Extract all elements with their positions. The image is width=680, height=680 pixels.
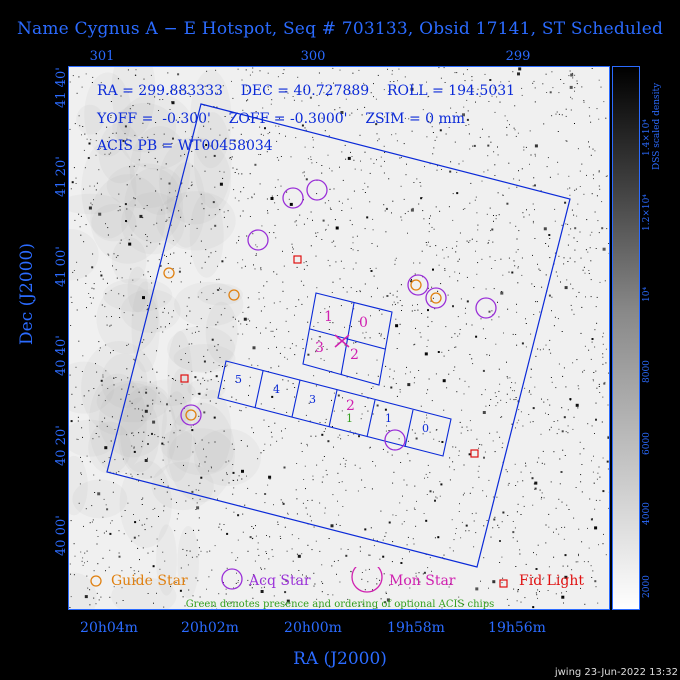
legend-fid-light: Fid Light — [519, 573, 584, 589]
top-axis-ticks: 301 300 299 — [0, 49, 680, 65]
colorbar-tick: 10⁴ — [642, 286, 652, 302]
chip-label-i1: 1 — [324, 309, 333, 325]
footer-credit: jwing 23-Jun-2022 13:32 — [554, 667, 678, 678]
fid-light-symbol — [499, 579, 508, 588]
colorbar-tick: 8000 — [642, 360, 652, 383]
colorbar-label: DSS scaled density — [652, 82, 662, 170]
chip-label-s3: 3 — [309, 393, 316, 406]
top-tick: 301 — [89, 49, 115, 64]
top-tick: 300 — [300, 49, 326, 64]
chip-label-s1: 1 — [385, 412, 392, 425]
chip-label-s2: 2 — [346, 398, 355, 414]
top-tick: 299 — [505, 49, 531, 64]
left-tick: 41 40' — [54, 67, 69, 108]
page-title: Name Cygnus A − E Hotspot, Seq # 703133,… — [16, 19, 664, 39]
legend: Guide Star Acq Star Mon Star Fid Light — [69, 567, 609, 597]
bottom-tick: 20h00m — [284, 620, 342, 636]
info-line-3: ACIS PB = WT00458034 — [97, 138, 273, 154]
left-tick: 41 20' — [54, 156, 69, 197]
x-axis-label: RA (J2000) — [293, 649, 387, 669]
legend-acq-star: Acq Star — [249, 573, 311, 589]
mon-star-symbol — [351, 567, 383, 593]
legend-guide-star: Guide Star — [111, 573, 188, 589]
optional-chips-note: Green denotes presence and ordering of o… — [185, 599, 495, 610]
chip-label-i0: 0 — [359, 315, 368, 331]
chip-label-i3: 3 — [315, 340, 324, 356]
chip-label-s5: 5 — [235, 373, 242, 386]
y-axis-label: Dec (J2000) — [17, 243, 37, 345]
left-tick: 40 00' — [54, 515, 69, 556]
guide-star-symbol — [90, 575, 102, 587]
chip-optional-mark: 1 — [346, 412, 353, 425]
colorbar-tick: 1.2×10⁴ — [642, 194, 652, 231]
chip-label-s4: 4 — [273, 383, 280, 396]
colorbar-tick: 1.4×10⁴ — [642, 119, 652, 156]
chip-label-s0: 0 — [422, 422, 429, 435]
sky-plot[interactable]: RA = 299.883333 DEC = 40.727889 ROLL = 1… — [68, 66, 610, 610]
info-line-2: YOFF = -0.300' ZOFF = -0.3000' ZSIM = 0 … — [97, 111, 466, 127]
acq-star-symbol — [221, 568, 243, 590]
bottom-axis-ticks: 20h04m 20h02m 20h00m 19h58m 19h56m — [0, 620, 680, 638]
left-tick: 41 00' — [54, 246, 69, 287]
chip-label-i2: 2 — [350, 347, 359, 363]
legend-symbols — [90, 567, 508, 593]
left-tick: 40 20' — [54, 425, 69, 466]
colorbar-tick: 2000 — [642, 575, 652, 598]
info-line-1: RA = 299.883333 DEC = 40.727889 ROLL = 1… — [97, 83, 516, 99]
left-tick: 40 40' — [54, 335, 69, 376]
bottom-tick: 20h04m — [80, 620, 138, 636]
colorbar-tick: 6000 — [642, 432, 652, 455]
colorbar — [612, 66, 640, 610]
colorbar-tick: 4000 — [642, 502, 652, 525]
bottom-tick: 19h56m — [488, 620, 546, 636]
legend-mon-star: Mon Star — [389, 573, 456, 589]
bottom-tick: 20h02m — [181, 620, 239, 636]
bottom-tick: 19h58m — [387, 620, 445, 636]
